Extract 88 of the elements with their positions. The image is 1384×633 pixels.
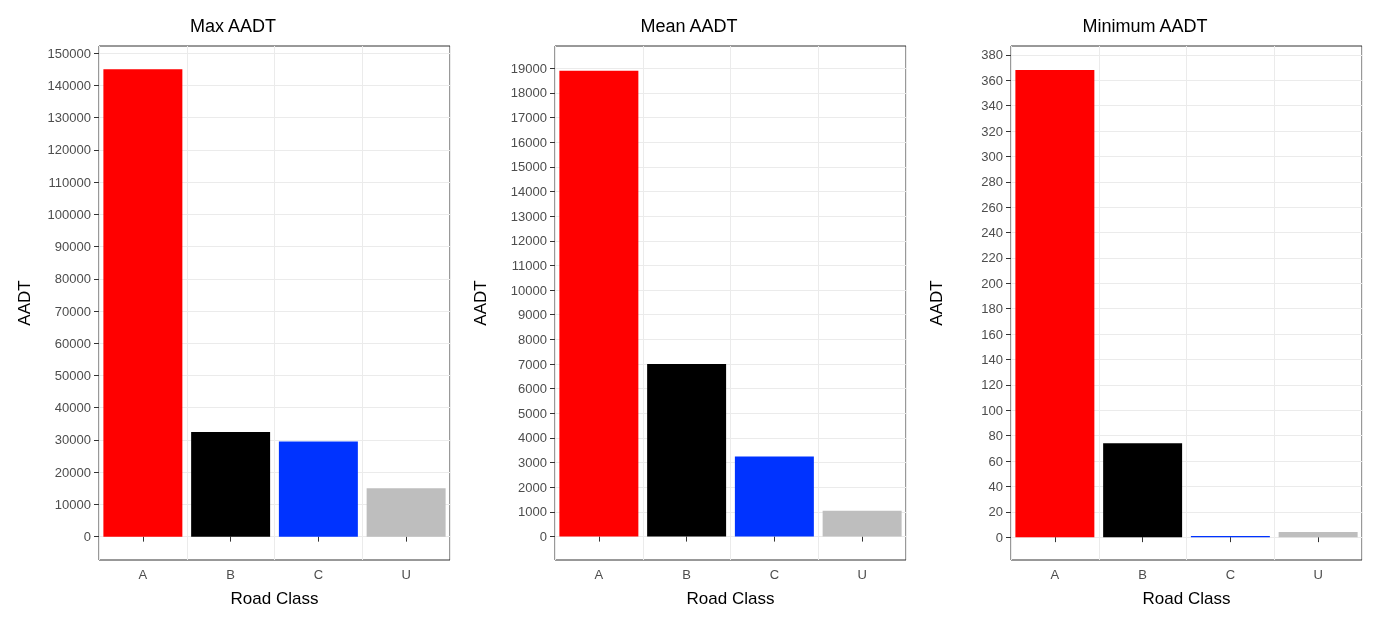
bar (1278, 532, 1358, 538)
chart-title: Minimum AADT (1082, 16, 1208, 36)
bar (647, 364, 727, 537)
bar (559, 70, 639, 537)
y-tick-label: 280 (981, 174, 1003, 190)
y-tick-label: 320 (981, 123, 1003, 139)
y-tick-label: 140 (981, 351, 1003, 367)
y-tick-label: 40000 (54, 400, 91, 416)
y-tick-label: 18000 (510, 85, 547, 101)
y-tick-label: 17000 (510, 109, 547, 125)
y-tick-label: 30000 (54, 432, 91, 448)
y-tick-label: 20000 (54, 464, 91, 480)
y-tick-label: 200 (981, 275, 1003, 291)
x-tick-label: B (226, 567, 235, 582)
y-tick-label: 80000 (54, 271, 91, 287)
y-axis-title: AADT (471, 280, 490, 326)
y-axis-title: AADT (15, 280, 34, 326)
y-tick-label: 13000 (510, 208, 547, 224)
y-tick-label: 14000 (510, 183, 547, 199)
y-tick-label: 220 (981, 250, 1003, 266)
bar (822, 510, 902, 537)
y-tick-label: 100000 (47, 206, 91, 222)
bar (1103, 443, 1183, 538)
y-tick-label: 5000 (518, 405, 547, 421)
y-tick-label: 380 (981, 47, 1003, 63)
y-tick-label: 12000 (510, 233, 547, 249)
y-axis-title: AADT (927, 280, 946, 326)
y-tick-label: 300 (981, 148, 1003, 164)
y-tick-label: 0 (995, 529, 1003, 545)
bar (278, 441, 358, 537)
y-tick-label: 7000 (518, 356, 547, 372)
y-tick-label: 15000 (510, 159, 547, 175)
y-tick-label: 130000 (47, 110, 91, 126)
bar (1015, 70, 1095, 538)
bar (366, 488, 446, 537)
y-tick-label: 360 (981, 72, 1003, 88)
y-tick-label: 180 (981, 301, 1003, 317)
bar (191, 431, 271, 537)
y-tick-label: 60000 (54, 335, 91, 351)
y-tick-label: 10000 (54, 496, 91, 512)
y-tick-label: 11000 (511, 257, 547, 273)
y-tick-label: 240 (981, 225, 1003, 241)
y-tick-label: 90000 (54, 239, 91, 255)
x-tick-label: B (682, 567, 691, 582)
y-tick-label: 3000 (518, 455, 547, 471)
y-tick-label: 70000 (54, 303, 91, 319)
y-tick-label: 0 (83, 529, 91, 545)
bar (103, 69, 183, 537)
y-tick-label: 9000 (518, 307, 547, 323)
y-tick-label: 40 (988, 478, 1003, 494)
y-tick-label: 120 (981, 377, 1003, 393)
chart-title: Max AADT (189, 16, 277, 36)
y-tick-label: 60 (988, 453, 1003, 469)
bar (734, 456, 814, 537)
y-tick-label: 19000 (510, 60, 547, 76)
y-tick-label: 20 (988, 504, 1003, 520)
y-tick-label: 1000 (518, 504, 547, 520)
x-tick-label: U (1313, 567, 1323, 582)
y-tick-label: 100 (981, 402, 1003, 418)
x-tick-label: A (594, 567, 604, 582)
x-tick-label: C (1225, 567, 1236, 582)
y-tick-label: 16000 (510, 134, 547, 150)
y-tick-label: 6000 (518, 381, 547, 397)
y-tick-label: 140000 (47, 77, 91, 93)
y-tick-label: 340 (981, 98, 1003, 114)
x-axis-title: Road Class (230, 589, 319, 608)
x-tick-label: C (313, 567, 324, 582)
y-tick-label: 50000 (54, 368, 91, 384)
y-tick-label: 120000 (47, 142, 91, 158)
y-tick-label: 8000 (518, 331, 547, 347)
x-tick-label: U (401, 567, 411, 582)
x-tick-label: B (1138, 567, 1147, 582)
chart-title: Mean AADT (640, 16, 738, 36)
y-tick-label: 110000 (48, 174, 91, 190)
y-tick-label: 80 (988, 428, 1003, 444)
x-axis-title: Road Class (1142, 589, 1231, 608)
x-tick-label: A (138, 567, 148, 582)
y-tick-label: 4000 (518, 430, 547, 446)
y-tick-label: 160 (981, 326, 1003, 342)
y-tick-label: 260 (981, 199, 1003, 215)
x-tick-label: U (857, 567, 867, 582)
y-tick-label: 10000 (510, 282, 547, 298)
y-tick-label: 0 (539, 529, 547, 545)
x-tick-label: C (769, 567, 780, 582)
x-tick-label: A (1050, 567, 1060, 582)
y-tick-label: 150000 (47, 45, 91, 61)
y-tick-label: 2000 (518, 479, 547, 495)
x-axis-title: Road Class (686, 589, 775, 608)
